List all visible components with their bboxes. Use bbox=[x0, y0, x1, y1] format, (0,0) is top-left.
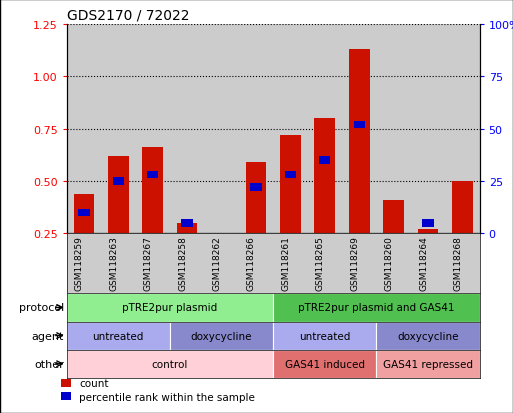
Bar bbox=[177, 223, 198, 234]
Bar bbox=[273, 350, 377, 378]
Text: GSM118269: GSM118269 bbox=[350, 235, 359, 290]
Bar bbox=[67, 294, 273, 322]
Text: GDS2170 / 72022: GDS2170 / 72022 bbox=[67, 8, 189, 22]
Bar bbox=[353, 121, 365, 129]
Bar bbox=[280, 135, 301, 234]
Bar bbox=[383, 200, 404, 234]
Bar bbox=[273, 294, 480, 322]
Text: protocol: protocol bbox=[19, 303, 64, 313]
Bar bbox=[452, 182, 473, 234]
Bar bbox=[170, 322, 273, 350]
Bar bbox=[143, 148, 163, 234]
Bar bbox=[422, 220, 433, 227]
Text: pTRE2pur plasmid: pTRE2pur plasmid bbox=[122, 303, 218, 313]
Text: GSM118266: GSM118266 bbox=[247, 235, 256, 290]
Bar bbox=[319, 157, 330, 164]
Text: untreated: untreated bbox=[299, 331, 350, 341]
Bar bbox=[273, 322, 377, 350]
Bar bbox=[246, 163, 266, 234]
Text: doxycycline: doxycycline bbox=[191, 331, 252, 341]
Text: pTRE2pur plasmid and GAS41: pTRE2pur plasmid and GAS41 bbox=[298, 303, 455, 313]
Bar bbox=[108, 157, 129, 234]
Text: GAS41 repressed: GAS41 repressed bbox=[383, 359, 473, 369]
Text: GSM118261: GSM118261 bbox=[281, 235, 290, 290]
Text: GSM118268: GSM118268 bbox=[453, 235, 462, 290]
Bar bbox=[314, 119, 335, 234]
Bar bbox=[418, 230, 438, 234]
Bar bbox=[182, 220, 193, 227]
Text: other: other bbox=[34, 359, 64, 369]
Text: GSM118263: GSM118263 bbox=[109, 235, 119, 290]
Bar bbox=[67, 322, 170, 350]
Text: GSM118259: GSM118259 bbox=[75, 235, 84, 290]
Bar bbox=[285, 171, 296, 179]
Bar bbox=[67, 350, 273, 378]
Bar bbox=[73, 194, 94, 234]
Text: GAS41 induced: GAS41 induced bbox=[285, 359, 365, 369]
Text: GSM118258: GSM118258 bbox=[178, 235, 187, 290]
Bar bbox=[113, 178, 124, 185]
Bar bbox=[349, 50, 369, 234]
Bar bbox=[377, 322, 480, 350]
Text: GSM118260: GSM118260 bbox=[385, 235, 393, 290]
Text: doxycycline: doxycycline bbox=[397, 331, 459, 341]
Legend: count, percentile rank within the sample: count, percentile rank within the sample bbox=[56, 374, 260, 406]
Text: control: control bbox=[152, 359, 188, 369]
Bar bbox=[147, 171, 159, 179]
Bar bbox=[250, 184, 262, 192]
Text: GSM118264: GSM118264 bbox=[419, 235, 428, 290]
Text: untreated: untreated bbox=[93, 331, 144, 341]
Text: GSM118262: GSM118262 bbox=[212, 235, 222, 290]
Text: GSM118267: GSM118267 bbox=[144, 235, 153, 290]
Bar bbox=[377, 350, 480, 378]
Text: GSM118265: GSM118265 bbox=[316, 235, 325, 290]
Text: agent: agent bbox=[32, 331, 64, 341]
Bar bbox=[78, 209, 90, 217]
